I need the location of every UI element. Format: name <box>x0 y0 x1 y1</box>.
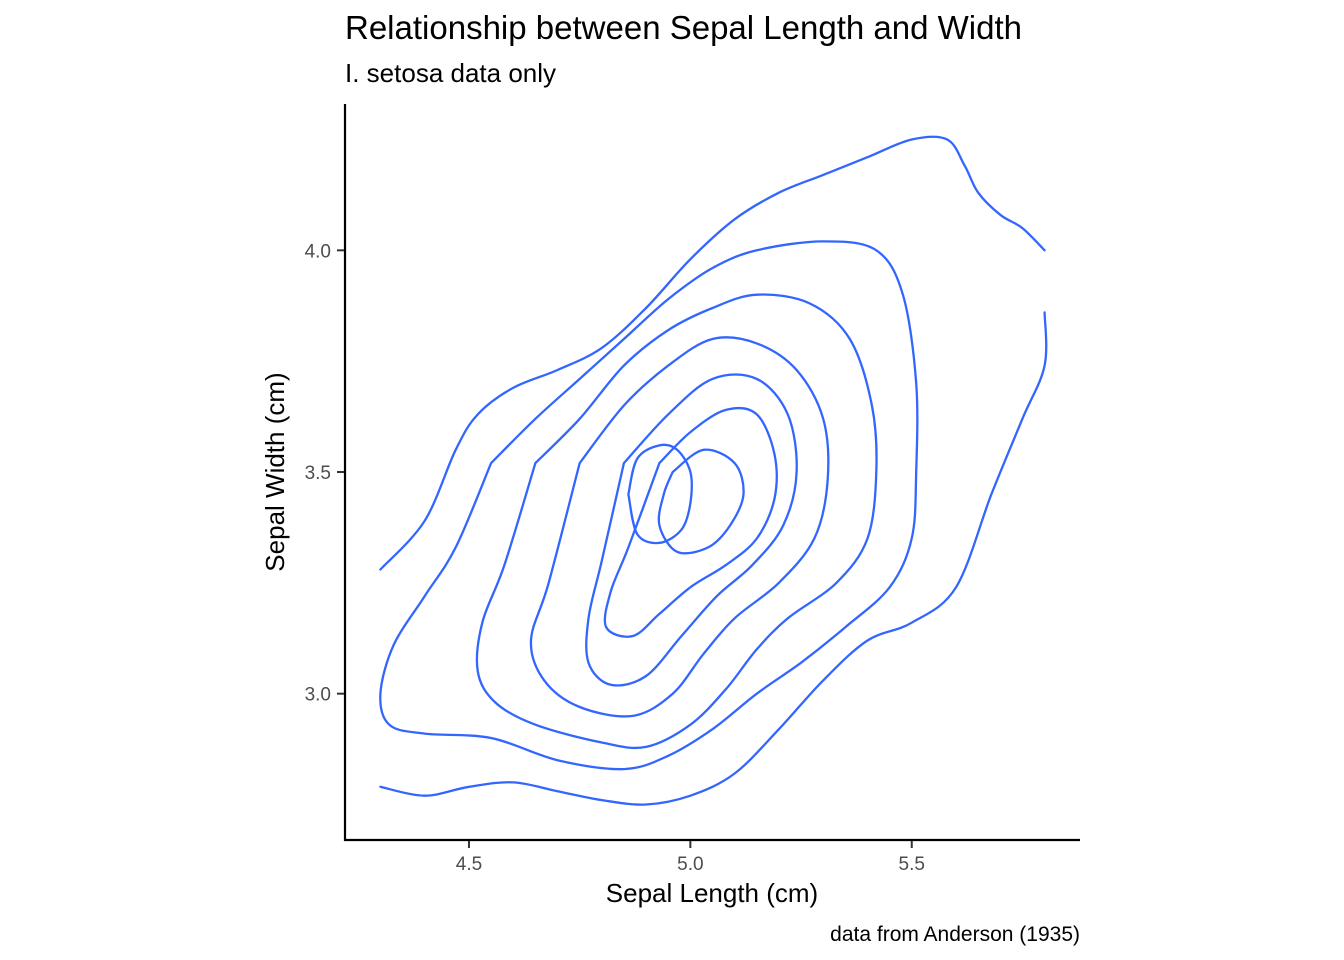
x-axis-ticks: 4.5 5.0 5.5 <box>456 841 925 875</box>
y-tick-label: 4.0 <box>305 241 331 262</box>
contour-line-level-1-0 <box>379 135 1046 571</box>
contour-line-level-4-4 <box>529 336 830 718</box>
y-tick-label: 3.0 <box>305 685 331 706</box>
contour-line-level-1-1 <box>379 311 1048 806</box>
contour-line-level-7-8 <box>627 443 693 545</box>
contour-line-level-7-7 <box>657 448 745 555</box>
contour-lines <box>379 135 1048 806</box>
x-tick-label: 4.5 <box>456 854 482 875</box>
x-axis-title: Sepal Length (cm) <box>606 878 818 908</box>
contour-line-level-3-3 <box>475 293 878 750</box>
contour-line-level-5-5 <box>585 373 798 687</box>
chart-subtitle: I. setosa data only <box>345 58 556 88</box>
y-axis-ticks: 3.0 3.5 4.0 <box>305 241 344 706</box>
plot-area <box>379 135 1048 806</box>
chart-caption: data from Anderson (1935) <box>830 923 1080 946</box>
x-tick-label: 5.0 <box>677 854 703 875</box>
y-axis-title: Sepal Width (cm) <box>260 372 290 571</box>
contour-line-level-2-2 <box>379 240 919 771</box>
y-tick-label: 3.5 <box>305 463 331 484</box>
contour-line-level-6-6 <box>603 406 778 638</box>
chart-title: Relationship between Sepal Length and Wi… <box>345 9 1022 46</box>
x-tick-label: 5.5 <box>899 854 925 875</box>
